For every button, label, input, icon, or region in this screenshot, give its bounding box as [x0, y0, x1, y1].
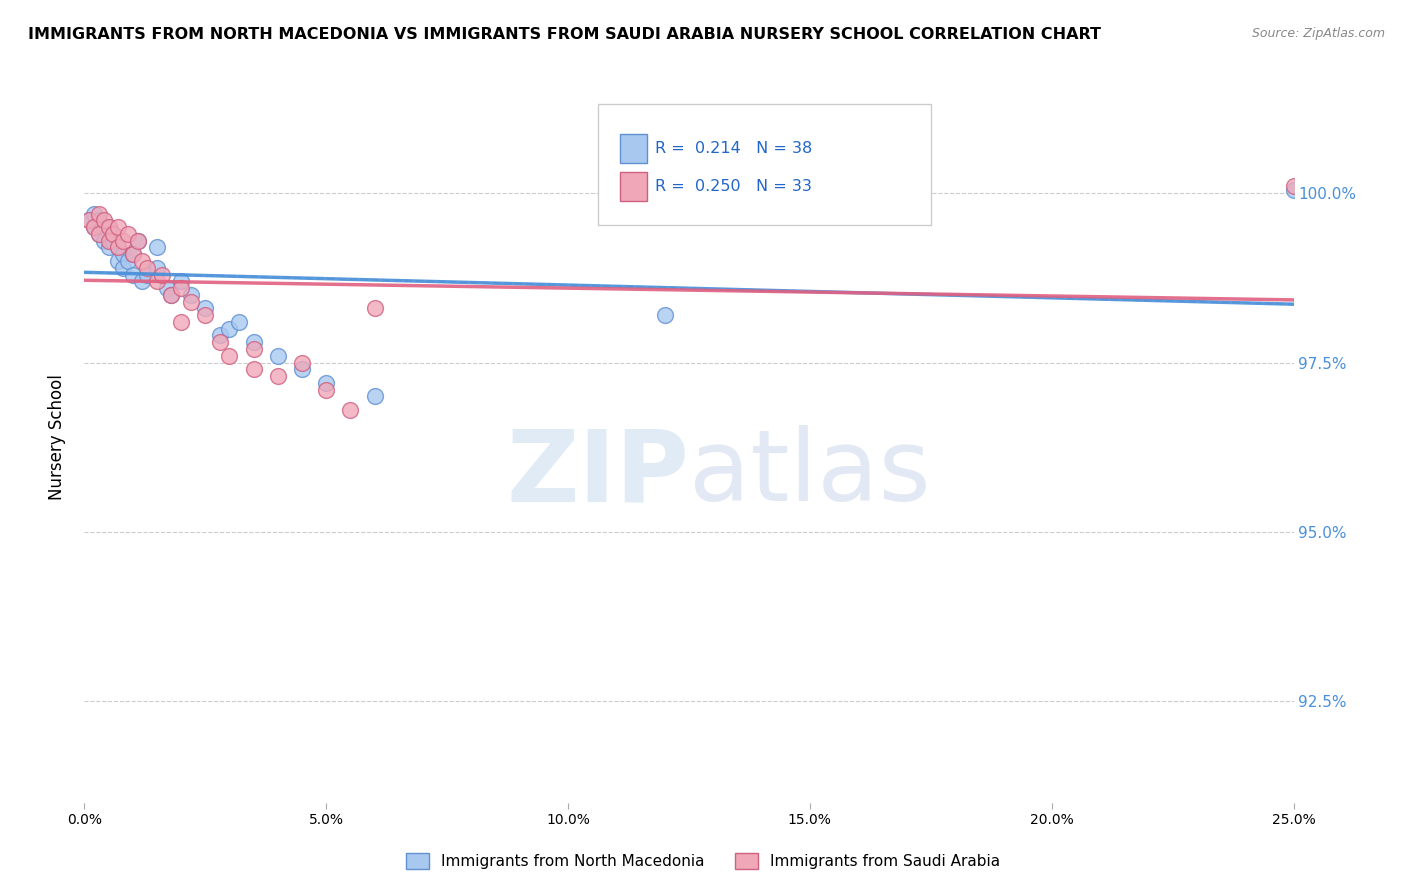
FancyBboxPatch shape — [599, 104, 931, 225]
Point — [87, 206, 110, 220]
Point — [218, 349, 240, 363]
Point — [242, 362, 264, 376]
Point — [103, 234, 125, 248]
Point — [136, 260, 159, 275]
Point — [1282, 183, 1305, 197]
Point — [97, 220, 120, 235]
Point — [136, 268, 159, 282]
Point — [208, 335, 231, 350]
Point — [160, 288, 183, 302]
Point — [121, 247, 143, 261]
Point — [291, 355, 314, 369]
Point — [121, 268, 143, 282]
Point — [77, 213, 100, 227]
Point — [339, 403, 361, 417]
Point — [180, 288, 202, 302]
Text: Source: ZipAtlas.com: Source: ZipAtlas.com — [1251, 27, 1385, 40]
Point — [127, 234, 149, 248]
Point — [103, 227, 125, 241]
Point — [112, 234, 135, 248]
Point — [77, 213, 100, 227]
Point — [194, 301, 217, 316]
Point — [291, 362, 314, 376]
Point — [93, 220, 115, 235]
Point — [97, 240, 120, 254]
Point — [267, 369, 290, 384]
Point — [194, 308, 217, 322]
Point — [103, 227, 125, 241]
Point — [363, 389, 385, 403]
Point — [155, 281, 177, 295]
Point — [242, 342, 264, 356]
Point — [146, 260, 169, 275]
Point — [146, 240, 169, 254]
Point — [87, 227, 110, 241]
Point — [654, 308, 676, 322]
Point — [107, 240, 129, 254]
Bar — [620, 134, 647, 163]
Text: R =  0.214   N = 38: R = 0.214 N = 38 — [655, 141, 813, 156]
Point — [107, 254, 129, 268]
Text: IMMIGRANTS FROM NORTH MACEDONIA VS IMMIGRANTS FROM SAUDI ARABIA NURSERY SCHOOL C: IMMIGRANTS FROM NORTH MACEDONIA VS IMMIG… — [28, 27, 1101, 42]
Point — [131, 274, 153, 288]
Point — [218, 322, 240, 336]
Point — [83, 220, 105, 235]
Point — [93, 234, 115, 248]
Point — [127, 234, 149, 248]
Point — [117, 227, 139, 241]
Point — [170, 274, 193, 288]
Point — [83, 206, 105, 220]
Point — [363, 301, 385, 316]
Point — [146, 274, 169, 288]
Point — [267, 349, 290, 363]
Point — [131, 254, 153, 268]
Point — [87, 213, 110, 227]
Point — [160, 288, 183, 302]
Text: R =  0.250   N = 33: R = 0.250 N = 33 — [655, 178, 811, 194]
Point — [97, 220, 120, 235]
Point — [170, 315, 193, 329]
Point — [107, 220, 129, 235]
Point — [112, 260, 135, 275]
Text: ZIP: ZIP — [506, 425, 689, 522]
Point — [150, 268, 173, 282]
Y-axis label: Nursery School: Nursery School — [48, 374, 66, 500]
Point — [315, 376, 337, 390]
Point — [208, 328, 231, 343]
Point — [170, 281, 193, 295]
Point — [87, 227, 110, 241]
Point — [315, 383, 337, 397]
Point — [228, 315, 250, 329]
Point — [107, 240, 129, 254]
Legend: Immigrants from North Macedonia, Immigrants from Saudi Arabia: Immigrants from North Macedonia, Immigra… — [399, 847, 1007, 875]
Point — [121, 247, 143, 261]
Point — [93, 213, 115, 227]
Point — [242, 335, 264, 350]
Point — [180, 294, 202, 309]
Bar — [620, 171, 647, 201]
Point — [97, 234, 120, 248]
Point — [117, 254, 139, 268]
Point — [112, 247, 135, 261]
Point — [83, 220, 105, 235]
Point — [1282, 179, 1305, 194]
Text: atlas: atlas — [689, 425, 931, 522]
